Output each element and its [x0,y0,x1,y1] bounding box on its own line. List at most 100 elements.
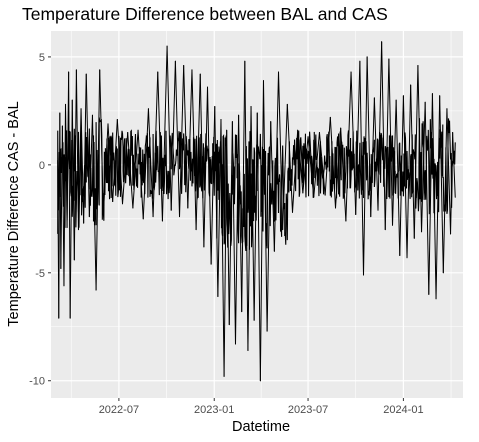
series-line-segment [452,131,456,198]
series-line-segment [424,101,430,295]
series-line-segment [318,131,326,196]
x-tick-label: 2022-07 [99,404,139,416]
series-line-segment [191,69,197,231]
y-axis: 5 0 -5 -10 [29,52,51,388]
series-line-segment [142,108,149,220]
series-line-segment [199,73,205,248]
series-line-segment [102,123,109,215]
series-line-segment [80,108,85,224]
x-tick-label: 2023-07 [288,404,328,416]
series-line-segment [73,69,77,261]
series-line-segment [410,84,415,239]
series-line-segment [350,71,357,215]
x-axis-title: Datetime [232,419,290,435]
series-line-segment [373,97,379,211]
x-tick-label: 2023-01 [194,404,234,416]
series-line-segment [122,131,129,205]
y-tick-label: 0 [39,160,45,172]
series-line-segment [370,97,375,218]
series-line-segment [384,58,390,231]
series-line-segment [446,108,452,235]
series-line-segment [223,129,228,377]
series-line-segment [431,93,437,300]
series-line-segment [442,108,448,274]
series-line-segment [71,99,75,261]
series-line-segment [435,95,441,300]
x-axis: 2022-07 2023-01 2023-07 2024-01 [99,398,424,416]
series-line-segment [402,95,408,259]
series-line-segment [439,95,444,274]
series-line-segment [366,56,372,218]
x-tick-label: 2024-01 [383,404,423,416]
series-line-segment [282,103,288,231]
series-line-segment [214,106,219,298]
series-line-segment [250,106,255,321]
series-line-segment [238,114,243,313]
series-line-segment [217,119,222,298]
series-line-segment [234,114,240,345]
series-line-segment [170,60,176,211]
series-line-segment [75,69,79,231]
series-envelope [57,117,456,252]
series-line-segment [83,73,87,224]
series-line-segment [359,60,364,276]
series-line-segment [91,114,97,291]
series-line-segment [307,136,315,198]
series-line-segment [127,131,134,209]
series-line-segment [116,119,124,205]
series-line-segment [292,129,299,213]
plot-panel [51,31,463,398]
series-line-segment [399,95,404,257]
series-line-segment [95,69,101,291]
series-line-segment [183,65,189,209]
series-line-segment [157,71,163,222]
series-line-segment [112,119,118,203]
series-line-segment [302,136,309,194]
series-line-segment [421,101,426,233]
series-line-segment [417,65,423,233]
series-line-segment [266,121,272,332]
series-line-segment [262,80,268,332]
series-line-segment [395,99,401,257]
series-line-segment [88,114,93,218]
series-line-segment [413,65,419,239]
series-line-segment [203,86,209,248]
series-line-segment [174,60,181,218]
series-line-segment [247,106,252,352]
series-line-segment [335,127,342,209]
series-line-segment [256,112,261,382]
series-line-segment [324,116,331,196]
series-line-segment [107,123,114,203]
series-noise-band [57,117,456,252]
series-line-segment [137,129,144,220]
series-line-segment [355,60,361,215]
series-line-segment [392,99,397,226]
series-line-segment [377,41,383,211]
series-line-segment [207,86,212,265]
series-line-segment [231,121,236,345]
series-line-segment [132,129,139,209]
y-tick-label: -10 [29,376,45,388]
y-tick-label: -5 [35,268,45,280]
series-line-segment [381,41,386,231]
series-line-segment [220,119,225,377]
series-line-segment [270,121,275,252]
series-line-segment [406,84,412,259]
series-line-segment [313,131,320,198]
series-line-segment [363,56,368,276]
series-line-segment [166,45,172,211]
series-line-segment [77,108,82,231]
series-line-segment [273,71,280,252]
series-line-segment [228,121,233,326]
series-line-segment [226,129,230,326]
series-line-segment [68,71,71,319]
series-line-segment [244,60,249,352]
chart-title: Temperature Difference between BAL and C… [22,4,388,24]
series-line-segment [388,58,394,226]
series-line-segment [179,65,185,218]
series-lines [57,41,456,382]
series-line-segment [450,131,454,235]
series-line-segment [210,106,216,265]
series-line-segment [85,73,90,218]
